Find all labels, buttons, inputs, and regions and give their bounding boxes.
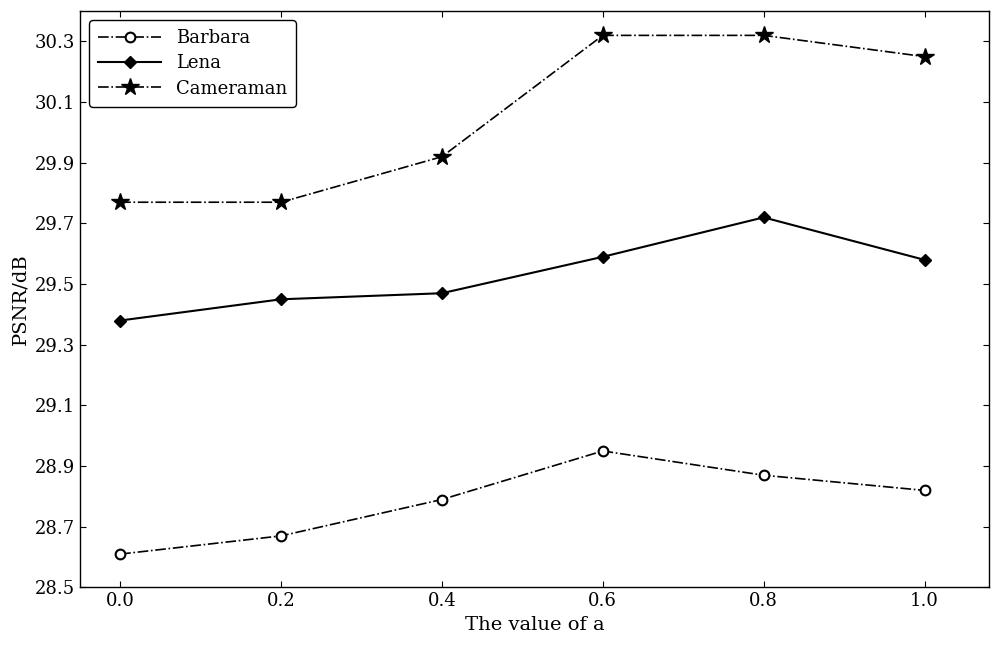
Barbara [919, 486, 931, 494]
Barbara [114, 550, 126, 558]
Lena [114, 317, 126, 324]
Cameraman [919, 53, 931, 61]
Barbara [758, 471, 770, 479]
Lena [597, 253, 609, 261]
Lena [758, 213, 770, 221]
Barbara [436, 495, 448, 503]
Barbara [275, 532, 287, 540]
Y-axis label: PSNR/dB: PSNR/dB [11, 253, 29, 345]
Line: Lena: Lena [116, 213, 929, 324]
Lena [275, 295, 287, 303]
Cameraman [275, 199, 287, 206]
Lena [919, 256, 931, 264]
Barbara [597, 447, 609, 455]
X-axis label: The value of a: The value of a [465, 616, 604, 634]
Cameraman [597, 32, 609, 39]
Line: Barbara: Barbara [115, 446, 929, 559]
Lena [436, 290, 448, 297]
Cameraman [114, 199, 126, 206]
Cameraman [758, 32, 770, 39]
Line: Cameraman: Cameraman [111, 26, 934, 212]
Legend: Barbara, Lena, Cameraman: Barbara, Lena, Cameraman [89, 20, 296, 106]
Cameraman [436, 153, 448, 161]
